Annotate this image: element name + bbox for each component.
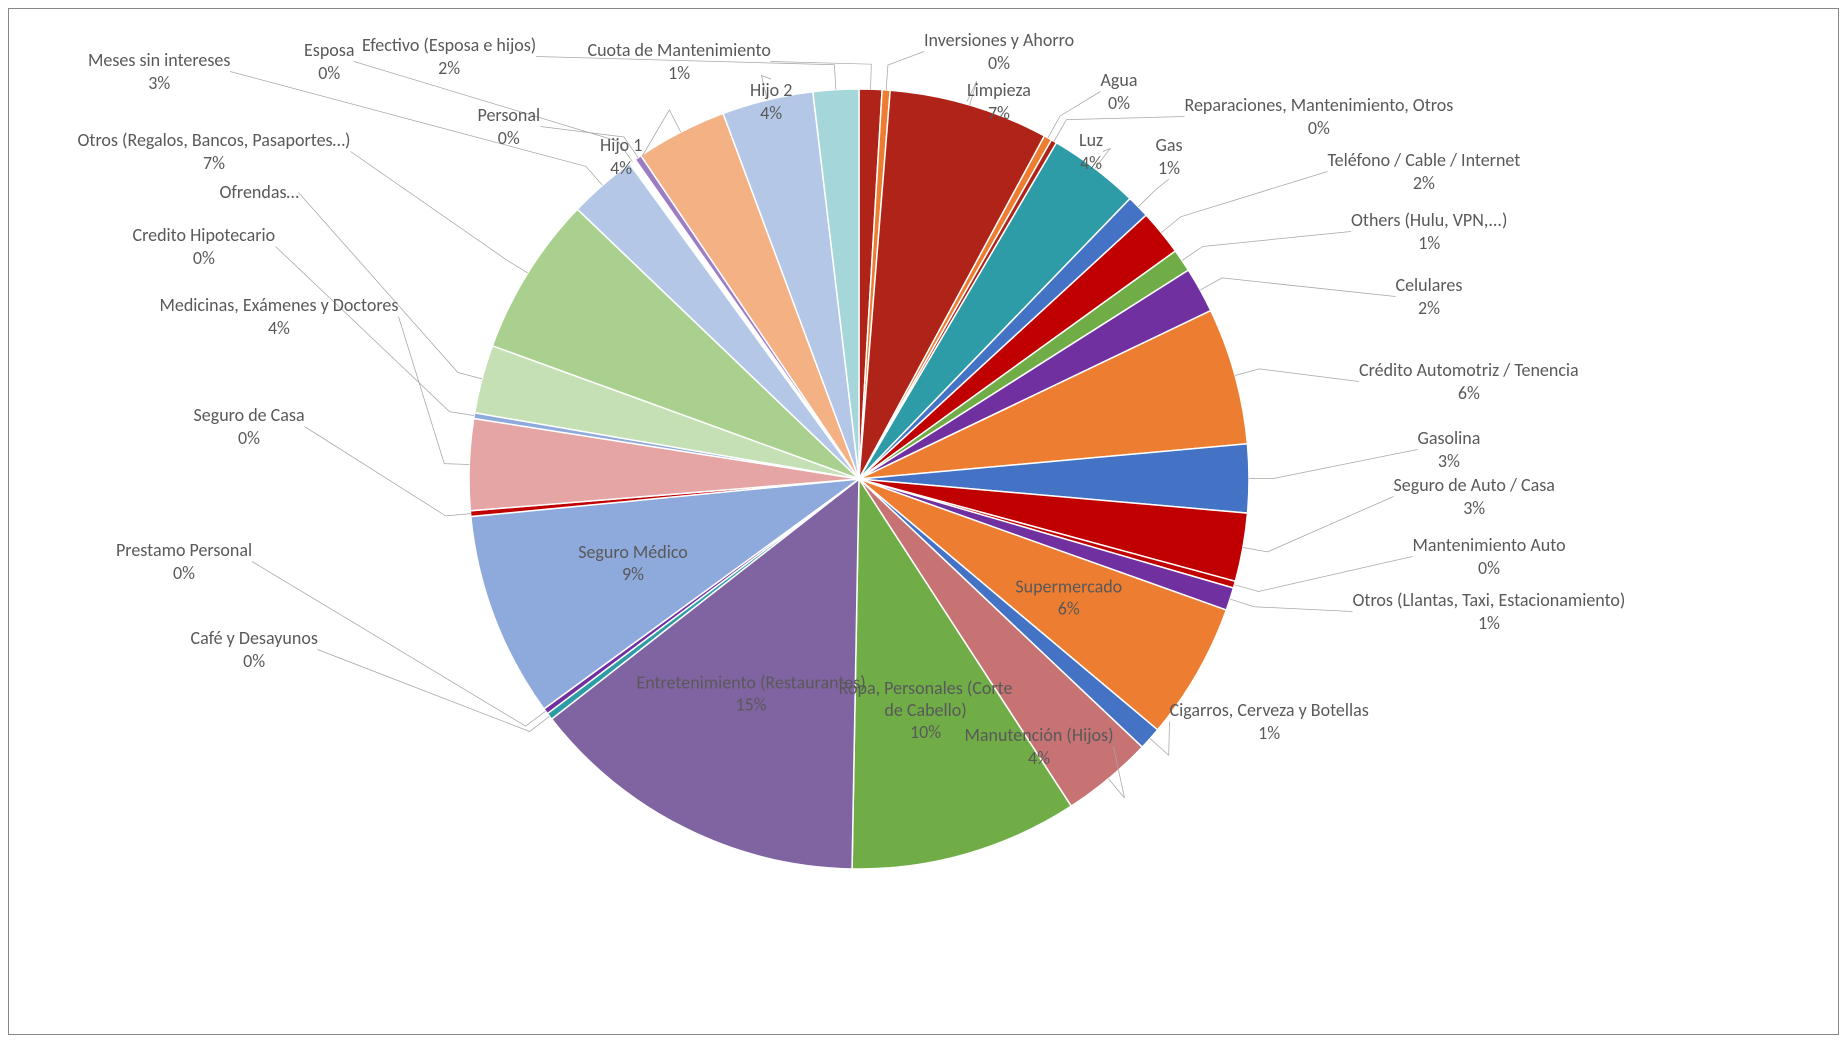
slice-label: Hijo 2 4% <box>750 79 792 124</box>
slice-label: Limpieza 7% <box>967 79 1031 124</box>
slice-label: Manutención (Hijos) 4% <box>965 724 1114 769</box>
slice-label-inside: de Cabello) <box>884 699 966 721</box>
slice-label: Gas 1% <box>1156 134 1183 179</box>
slice-label-inside: 6% <box>1058 598 1080 620</box>
slice-label: Others (Hulu, VPN,...) 1% <box>1351 209 1507 254</box>
leader-line <box>1230 599 1352 611</box>
slice-label-inside: 9% <box>622 563 644 585</box>
slice-label-inside: 15% <box>735 694 766 716</box>
leader-line <box>1235 369 1359 382</box>
slice-label: Inversiones y Ahorro 0% <box>924 29 1074 74</box>
leader-line <box>1234 557 1412 592</box>
slice-label: Personal 0% <box>478 104 541 149</box>
slice-label-inside: Entretenimiento (Restaurantes) <box>636 672 865 694</box>
leader-line <box>1138 179 1169 207</box>
slice-label: Medicinas, Exámenes y Doctores 4% <box>160 294 399 339</box>
slice-label: Reparaciones, Mantenimiento, Otros 0% <box>1185 94 1454 139</box>
slice-label: Cigarros, Cerveza y Botellas 1% <box>1170 699 1369 744</box>
leader-line <box>1200 278 1395 297</box>
slice-label: Mantenimiento Auto 0% <box>1413 534 1566 579</box>
slice-label: Seguro de Auto / Casa 3% <box>1394 474 1555 519</box>
slice-label: Prestamo Personal 0% <box>116 539 252 584</box>
slice-label: Luz 4% <box>1079 129 1103 174</box>
leader-line <box>351 152 528 274</box>
slice-label: Ofrendas… <box>220 181 299 204</box>
slice-label: Celulares 2% <box>1396 274 1463 319</box>
slice-label: Café y Desayunos 0% <box>191 627 318 672</box>
leader-line <box>299 193 483 379</box>
leader-line <box>305 427 471 516</box>
slice-label: Seguro de Casa 0% <box>194 404 305 449</box>
slice-label-inside: 10% <box>910 721 941 743</box>
leader-line <box>1161 172 1327 233</box>
slice-label: Esposa 0% <box>304 39 354 84</box>
leader-line <box>1182 232 1351 261</box>
leader-line <box>1243 497 1394 552</box>
slice-label: Teléfono / Cable / Internet 2% <box>1328 149 1521 194</box>
slice-label: Meses sin intereses 3% <box>88 49 230 94</box>
slice-label: Cuota de Mantenimiento 1% <box>588 39 771 84</box>
slice-label: Otros (Regalos, Bancos, Pasaportes…) 7% <box>78 129 351 174</box>
leader-line <box>886 52 924 90</box>
slice-label-inside: Seguro Médico <box>578 541 688 563</box>
slice-label: Gasolina 3% <box>1418 427 1481 472</box>
slice-label: Efectivo (Esposa e hijos) 2% <box>362 34 536 79</box>
slice-label-inside: Supermercado <box>1015 576 1122 598</box>
slice-label: Agua 0% <box>1101 69 1138 114</box>
chart-frame: Supermercado6%Ropa, Personales (Cortede … <box>8 8 1839 1035</box>
slice-label: Crédito Automotriz / Tenencia 6% <box>1359 359 1579 404</box>
slice-label: Otros (Llantas, Taxi, Estacionamiento) 1… <box>1353 589 1626 634</box>
leader-line <box>1249 450 1418 479</box>
slice-label: Credito Hipotecario 0% <box>133 224 276 269</box>
leader-line <box>399 317 470 465</box>
slice-label: Hijo 1 4% <box>600 134 642 179</box>
